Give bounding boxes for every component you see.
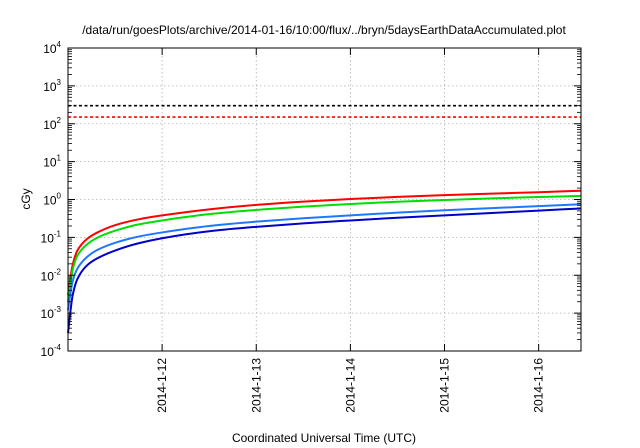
y-tick-label: 103	[43, 78, 61, 94]
y-tick-label: 100	[43, 192, 61, 208]
series-line	[67, 194, 582, 302]
x-tick-label: 2014-1-12	[155, 358, 169, 413]
y-tick-label: 101	[43, 154, 61, 170]
y-tick-label: 10-3	[41, 305, 62, 321]
y-tick-label: 10-1	[41, 229, 62, 245]
chart-title: /data/run/goesPlots/archive/2014-01-16/1…	[82, 23, 566, 37]
x-tick-label: 2014-1-14	[343, 358, 357, 413]
x-tick-label: 2014-1-13	[249, 358, 263, 413]
y-tick-labels: 10-4 10-3 10-2 10-1 100 101 102 103 104	[41, 40, 62, 359]
x-axis-label: Coordinated Universal Time (UTC)	[232, 431, 416, 445]
y-tick-label: 102	[43, 116, 61, 132]
y-tick-label: 104	[43, 40, 61, 56]
y-tick-label: 10-2	[41, 267, 62, 283]
x-tick-label: 2014-1-15	[438, 358, 452, 413]
series-line	[67, 189, 582, 296]
x-tick-label: 2014-1-16	[532, 358, 546, 413]
y-axis-label: cGy	[19, 188, 33, 209]
x-tick-labels: 2014-1-12 2014-1-13 2014-1-14 2014-1-15 2014…	[155, 358, 546, 413]
axis-ticks	[68, 47, 581, 352]
reference-lines	[68, 104, 581, 118]
series-group	[67, 189, 582, 334]
series-line	[67, 203, 582, 311]
y-tick-label: 10-4	[41, 343, 62, 359]
series-line	[67, 207, 582, 334]
